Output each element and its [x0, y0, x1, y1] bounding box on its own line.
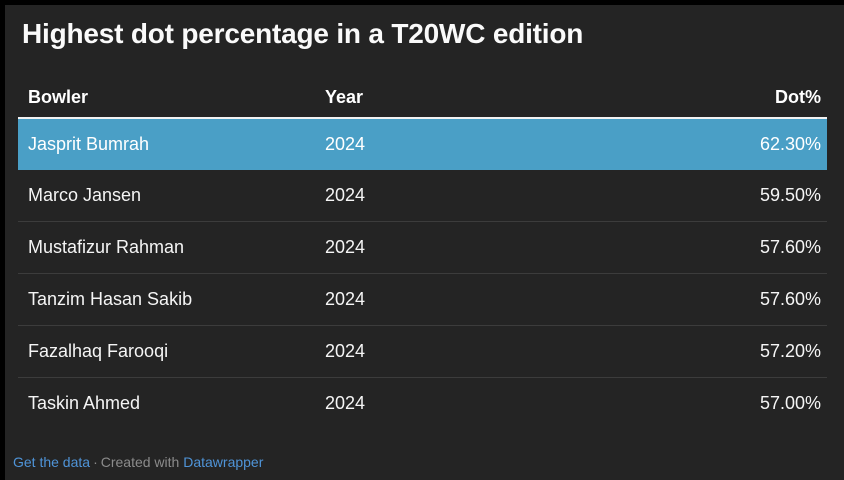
bowler-cell: Fazalhaq Farooqi — [28, 341, 169, 361]
dot-percentage-cell: 57.60% — [759, 237, 821, 257]
footer-separator: · — [93, 454, 98, 470]
bowler-cell: Mustafizur Rahman — [28, 237, 185, 257]
chart-footer: Get the data · Created with Datawrapper — [13, 454, 263, 470]
dot-percentage-cell: 62.30% — [759, 134, 821, 154]
bowler-cell: Taskin Ahmed — [28, 393, 141, 413]
table-row: Marco Jansen 2024 59.50% — [18, 170, 827, 221]
get-the-data-link[interactable]: Get the data — [13, 454, 91, 470]
column-header-bowler: Bowler — [28, 87, 89, 107]
table-row: Jasprit Bumrah 2024 62.30% — [18, 119, 827, 170]
chart-panel: Highest dot percentage in a T20WC editio… — [5, 5, 844, 480]
bowler-cell: Marco Jansen — [28, 185, 142, 205]
table-header-row: Bowler Year Dot% — [18, 80, 827, 119]
year-cell: 2024 — [325, 185, 366, 205]
dot-percentage-cell: 59.50% — [759, 185, 821, 205]
table-row: Fazalhaq Farooqi 2024 57.20% — [18, 325, 827, 377]
year-cell: 2024 — [325, 134, 366, 154]
chart-title: Highest dot percentage in a T20WC editio… — [22, 18, 584, 49]
bowler-cell: Tanzim Hasan Sakib — [28, 289, 193, 309]
year-cell: 2024 — [325, 341, 366, 361]
dot-percentage-cell: 57.60% — [759, 289, 821, 309]
data-table: Bowler Year Dot% Jasprit Bumrah 2024 62.30… — [18, 80, 827, 429]
dot-percentage-cell: 57.00% — [759, 393, 821, 413]
datawrapper-link[interactable]: Datawrapper — [183, 454, 264, 470]
year-cell: 2024 — [325, 237, 366, 257]
year-cell: 2024 — [325, 289, 366, 309]
created-with-label: Created with — [100, 454, 180, 470]
table-body: Jasprit Bumrah 2024 62.30% Marco Jansen 2024… — [18, 119, 827, 429]
table-row: Mustafizur Rahman 2024 57.60% — [18, 221, 827, 273]
year-cell: 2024 — [325, 393, 366, 413]
table-row: Taskin Ahmed 2024 57.00% — [18, 377, 827, 429]
bowler-cell: Jasprit Bumrah — [28, 134, 150, 154]
column-header-dot: Dot% — [775, 87, 821, 107]
table-row: Tanzim Hasan Sakib 2024 57.60% — [18, 273, 827, 325]
column-header-year: Year — [325, 87, 364, 107]
dot-percentage-cell: 57.20% — [759, 341, 821, 361]
